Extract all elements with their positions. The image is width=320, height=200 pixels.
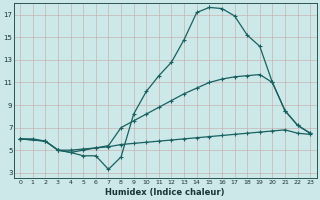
X-axis label: Humidex (Indice chaleur): Humidex (Indice chaleur) [106, 188, 225, 197]
